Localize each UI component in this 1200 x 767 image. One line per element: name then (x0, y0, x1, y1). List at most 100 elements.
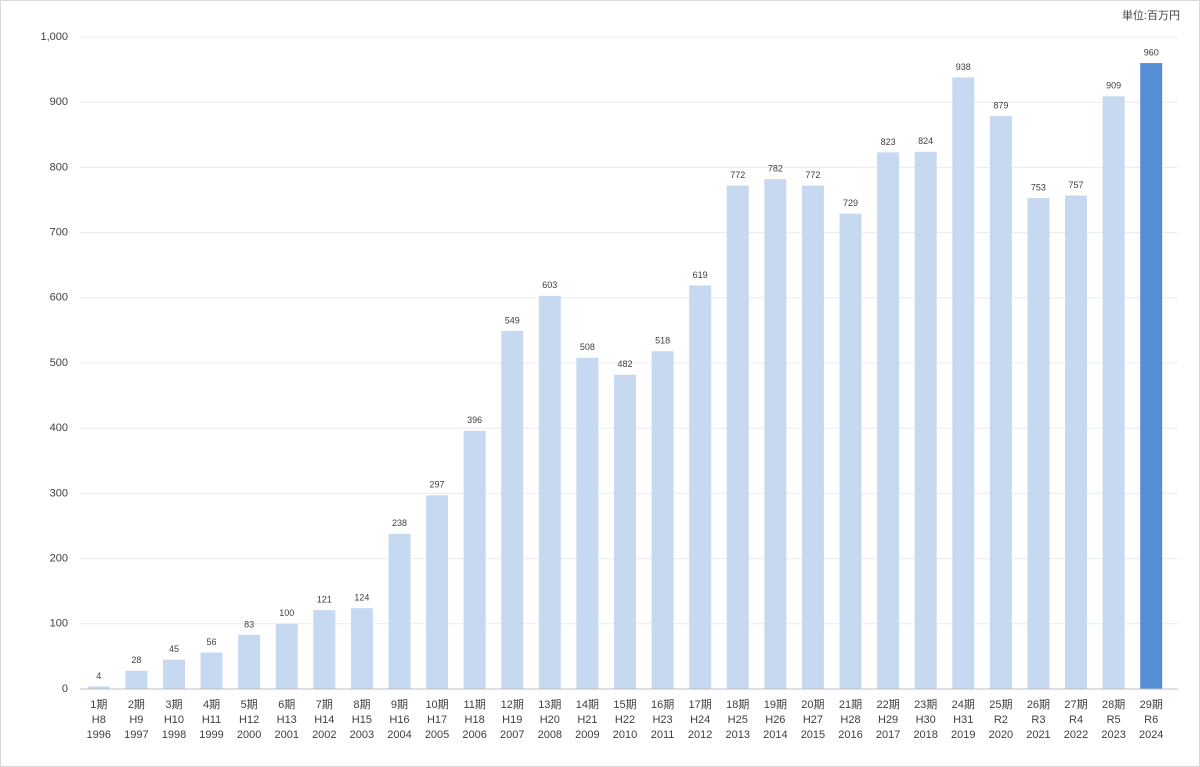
x-tick-label: 1998 (162, 729, 186, 741)
x-tick-label: H24 (690, 714, 710, 726)
x-tick-label: 22期 (876, 698, 899, 711)
x-tick-label: 2期 (128, 698, 145, 711)
y-tick-label: 600 (50, 292, 68, 304)
x-tick-label: H29 (878, 714, 898, 726)
bar (952, 77, 975, 689)
bar (764, 179, 787, 690)
x-tick-label: 19期 (764, 698, 787, 711)
x-tick-label: 2023 (1101, 729, 1125, 741)
bar (839, 213, 862, 689)
x-tick-label: 1期 (90, 698, 107, 711)
x-tick-label: H23 (652, 714, 672, 726)
y-tick-label: 900 (50, 96, 68, 108)
value-label: 56 (207, 637, 217, 647)
value-label: 238 (392, 518, 407, 528)
bar (914, 151, 937, 689)
x-tick-label: R6 (1144, 714, 1158, 726)
x-tick-label: 2015 (801, 729, 825, 741)
x-tick-label: 7期 (316, 698, 333, 711)
x-tick-label: 1996 (87, 729, 111, 741)
bar (275, 623, 298, 689)
x-tick-label: 12期 (501, 698, 524, 711)
bar (162, 659, 185, 689)
x-tick-label: 4期 (203, 698, 220, 711)
x-tick-label: 2011 (651, 729, 675, 741)
x-tick-label: 5期 (241, 698, 258, 711)
bar (989, 115, 1012, 690)
x-tick-label: 2004 (387, 729, 411, 741)
x-tick-label: 25期 (989, 698, 1012, 711)
x-tick-label: H16 (389, 714, 409, 726)
unit-label: 単位:百万円 (1122, 8, 1180, 22)
x-tick-label: 2009 (575, 729, 599, 741)
x-tick-label: 26期 (1027, 698, 1050, 711)
x-tick-label: 17期 (689, 698, 712, 711)
x-tick-label: 2008 (538, 729, 562, 741)
x-tick-label: 21期 (839, 698, 862, 711)
x-tick-label: H10 (164, 714, 184, 726)
bar (426, 495, 449, 689)
value-label: 753 (1031, 182, 1046, 192)
x-tick-label: 2018 (913, 729, 937, 741)
value-label: 508 (580, 342, 595, 352)
y-tick-label: 300 (50, 487, 68, 499)
x-tick-label: 2021 (1026, 729, 1050, 741)
value-label: 824 (918, 136, 933, 146)
x-tick-label: R3 (1031, 714, 1045, 726)
value-label: 757 (1069, 180, 1084, 190)
x-tick-label: 2002 (312, 729, 336, 741)
x-tick-label: 2013 (726, 729, 750, 741)
value-label: 121 (317, 594, 332, 604)
x-tick-label: 10期 (425, 698, 448, 711)
value-label: 729 (843, 198, 858, 208)
bar (1102, 96, 1125, 689)
x-tick-label: 24期 (952, 698, 975, 711)
value-label: 83 (244, 619, 254, 629)
x-tick-label: H13 (277, 714, 297, 726)
value-label: 772 (730, 170, 745, 180)
x-tick-label: H19 (502, 714, 522, 726)
x-tick-label: 11期 (463, 698, 485, 711)
value-label: 518 (655, 336, 670, 346)
bar (877, 152, 900, 690)
bar (87, 686, 110, 689)
value-label: 124 (354, 593, 369, 603)
value-label: 549 (505, 315, 520, 325)
x-tick-label: 2022 (1064, 729, 1088, 741)
x-tick-label: H14 (314, 714, 334, 726)
x-tick-label: H12 (239, 714, 259, 726)
value-label: 782 (768, 164, 783, 174)
x-tick-label: 2014 (763, 729, 787, 741)
x-tick-label: 28期 (1102, 698, 1125, 711)
y-tick-label: 200 (50, 553, 68, 565)
bar (313, 610, 336, 689)
bar (200, 652, 223, 689)
x-tick-label: 2010 (613, 729, 637, 741)
y-tick-label: 700 (50, 227, 68, 239)
x-tick-label: H27 (803, 714, 823, 726)
x-tick-label: 14期 (576, 698, 599, 711)
x-tick-label: H22 (615, 714, 635, 726)
bar (651, 351, 674, 689)
x-tick-label: 2005 (425, 729, 449, 741)
value-label: 603 (542, 280, 557, 290)
x-tick-label: 2000 (237, 729, 261, 741)
value-label: 823 (881, 137, 896, 147)
x-tick-label: 2001 (274, 729, 298, 741)
value-label: 619 (693, 270, 708, 280)
x-tick-label: 1997 (124, 729, 148, 741)
value-label: 28 (131, 655, 141, 665)
x-tick-label: 20期 (801, 698, 824, 711)
value-label: 100 (279, 608, 294, 618)
bar (1065, 195, 1088, 689)
bar (576, 357, 599, 689)
x-tick-label: H25 (728, 714, 748, 726)
y-tick-label: 100 (50, 618, 68, 630)
x-tick-label: 29期 (1140, 698, 1163, 711)
value-label: 297 (430, 480, 445, 490)
value-label: 960 (1144, 47, 1159, 57)
bar (689, 285, 712, 689)
x-tick-label: 3期 (165, 698, 182, 711)
y-tick-label: 500 (50, 357, 68, 369)
bar (1027, 198, 1050, 689)
